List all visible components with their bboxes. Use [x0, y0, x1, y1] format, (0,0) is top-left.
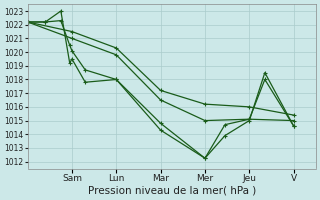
X-axis label: Pression niveau de la mer( hPa ): Pression niveau de la mer( hPa ) — [88, 186, 256, 196]
